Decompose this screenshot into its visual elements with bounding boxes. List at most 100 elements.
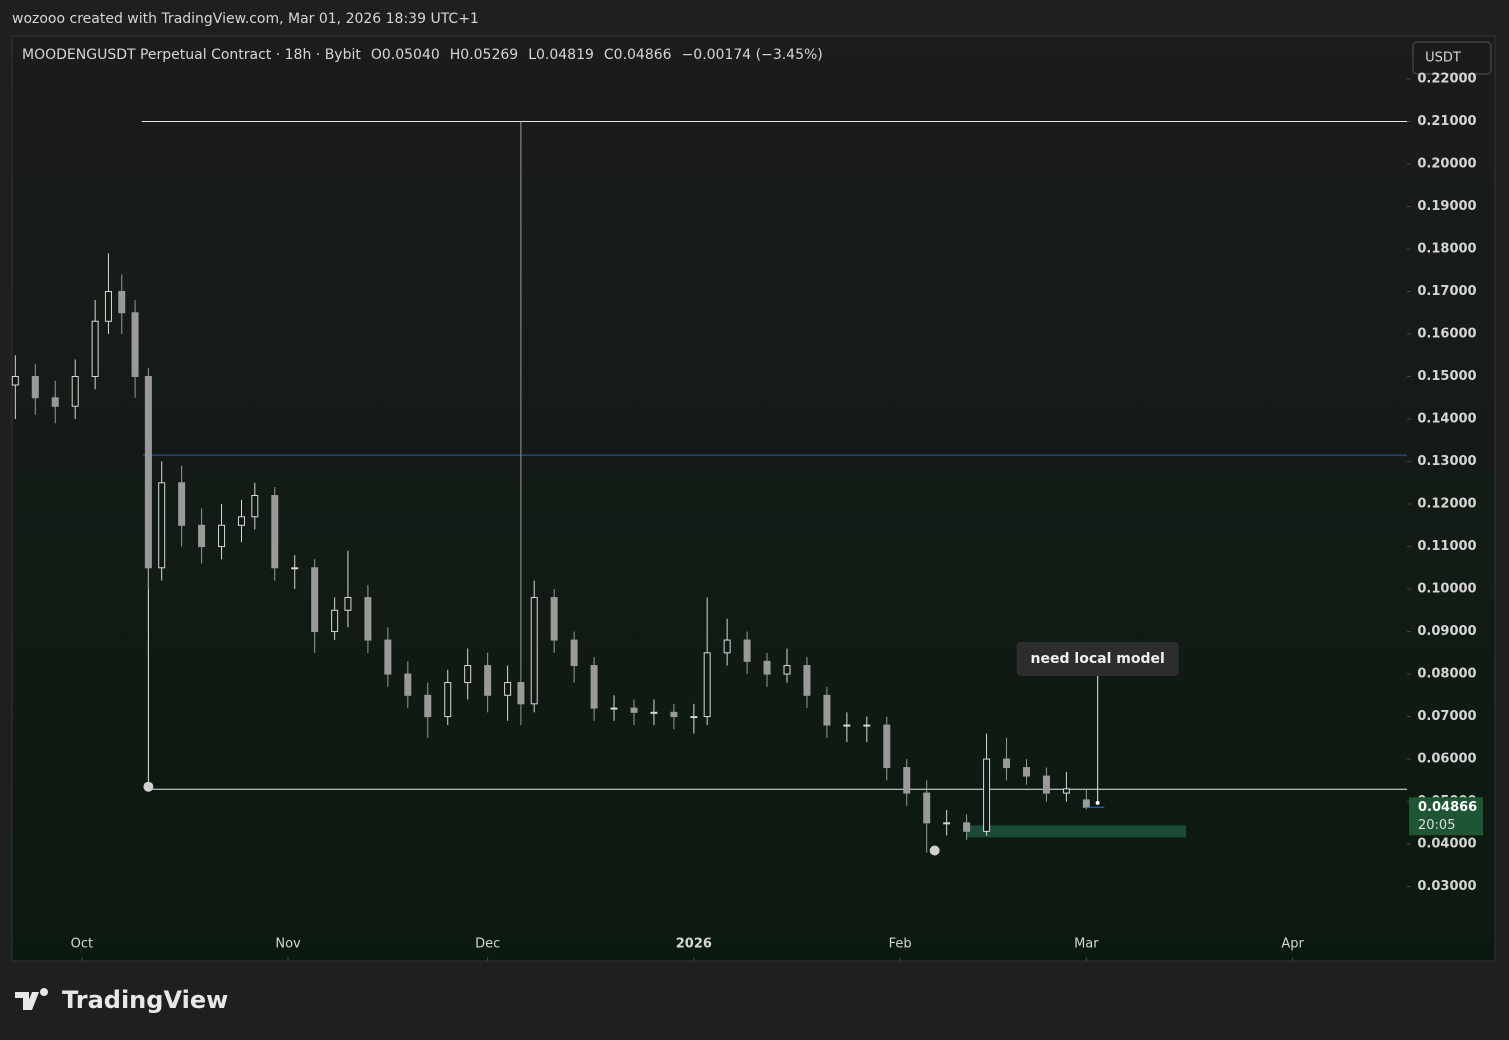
y-tick-label: 0.13000: [1417, 454, 1476, 469]
y-tick-label: 0.17000: [1417, 284, 1476, 299]
candle-body: [271, 495, 279, 569]
y-tick-label: 0.18000: [1417, 241, 1476, 256]
candle-body: [118, 290, 126, 314]
y-tick-label: 0.14000: [1417, 412, 1476, 427]
y-tick-label: 0.03000: [1417, 879, 1476, 894]
candle-body: [963, 822, 971, 832]
candle-body: [424, 694, 432, 718]
caption: wozooo created with TradingView.com, Mar…: [12, 11, 479, 27]
candle-body: [983, 758, 991, 832]
candle-body: [943, 822, 951, 825]
y-tick-label: 0.11000: [1417, 539, 1476, 554]
y-tick-label: 0.08000: [1417, 667, 1476, 682]
candle-body: [670, 711, 678, 718]
y-tick-label: 0.20000: [1417, 156, 1476, 171]
zone: [966, 825, 1187, 838]
candle-body: [903, 767, 911, 794]
candle-body: [1062, 788, 1070, 794]
y-tick-label: 0.15000: [1417, 369, 1476, 384]
x-tick-label: Apr: [1281, 937, 1304, 952]
y-tick-label: 0.06000: [1417, 752, 1476, 767]
candle-body: [504, 682, 512, 696]
candle-body: [1022, 767, 1030, 777]
candle-body: [843, 724, 851, 727]
logo-group: TradingView: [15, 986, 228, 1014]
x-tick-label: Dec: [475, 937, 500, 952]
ohlc-value: C0.04866: [604, 47, 672, 63]
candle-body: [158, 482, 166, 569]
candle-body: [803, 665, 811, 696]
x-tick-label: 2026: [676, 937, 712, 952]
ohlc-value: H0.05269: [450, 47, 518, 63]
candle-body: [11, 375, 19, 386]
ohlc-value: −0.00174 (−3.45%): [682, 47, 823, 63]
candle-body: [1003, 758, 1011, 769]
x-tick-label: Nov: [275, 937, 301, 952]
x-tick-label: Feb: [889, 937, 912, 952]
candle-body: [444, 682, 452, 718]
candle-body: [863, 724, 871, 727]
candle-body: [570, 639, 578, 667]
annotation-box: [1016, 642, 1179, 676]
candle-body: [550, 597, 558, 641]
candle-body: [517, 682, 525, 705]
candle-body: [723, 639, 731, 654]
candle-body: [291, 567, 299, 570]
candle-body: [464, 665, 472, 684]
countdown: 20:05: [1418, 818, 1455, 833]
y-tick-label: 0.07000: [1417, 709, 1476, 724]
logo-icon: [15, 988, 48, 1010]
plot-area: [11, 35, 1496, 962]
candle-body: [51, 397, 59, 407]
currency-button[interactable]: [1412, 41, 1492, 75]
candle-body: [883, 724, 891, 769]
candle-body: [590, 665, 598, 709]
last-price: 0.04866: [1418, 800, 1477, 815]
last-price-box: [1409, 797, 1483, 836]
ohlc-value: L0.04819: [528, 47, 594, 63]
logo: TradingView: [62, 986, 228, 1014]
candle-body: [364, 597, 372, 641]
anchor-dot: [929, 845, 940, 856]
y-tick-label: 0.16000: [1417, 326, 1476, 341]
candle-body: [384, 639, 392, 675]
candle-body: [344, 597, 352, 611]
candle-body: [104, 290, 112, 322]
candle-body: [31, 375, 39, 399]
y-tick-label: 0.10000: [1417, 582, 1476, 597]
candle-body: [630, 707, 638, 713]
candle-body: [218, 524, 226, 548]
candle-body: [823, 694, 831, 726]
chart-title: MOODENGUSDT Perpetual Contract · 18h · B…: [22, 47, 361, 63]
candle-body: [650, 711, 658, 714]
ohlc-value: O0.05040: [371, 47, 440, 63]
candle-body: [251, 495, 259, 518]
candle-body: [703, 652, 711, 718]
candle-body: [690, 716, 698, 719]
candle-body: [198, 524, 206, 548]
candle-body: [1082, 799, 1090, 808]
candle-body: [1042, 775, 1050, 794]
candle-body: [404, 673, 412, 696]
y-tick-label: 0.04000: [1417, 837, 1476, 852]
y-tick-label: 0.12000: [1417, 497, 1476, 512]
y-tick-label: 0.19000: [1417, 199, 1476, 214]
candle-body: [783, 665, 791, 675]
annotation-point: [1095, 800, 1100, 805]
candle-body: [923, 792, 931, 824]
candle-body: [331, 609, 339, 633]
candle-body: [144, 375, 152, 569]
x-tick-label: Mar: [1074, 937, 1099, 952]
y-tick-label: 0.22000: [1417, 71, 1476, 86]
y-tick-label: 0.09000: [1417, 624, 1476, 639]
candle-body: [131, 312, 139, 377]
candle-body: [530, 597, 538, 705]
header: MOODENGUSDT Perpetual Contract · 18h · B…: [22, 47, 823, 63]
candle-body: [91, 320, 99, 377]
annotation-text: need local model: [1031, 651, 1165, 667]
y-tick-label: 0.21000: [1417, 114, 1476, 129]
anchor-dot: [143, 781, 154, 792]
currency[interactable]: USDT: [1425, 51, 1461, 66]
